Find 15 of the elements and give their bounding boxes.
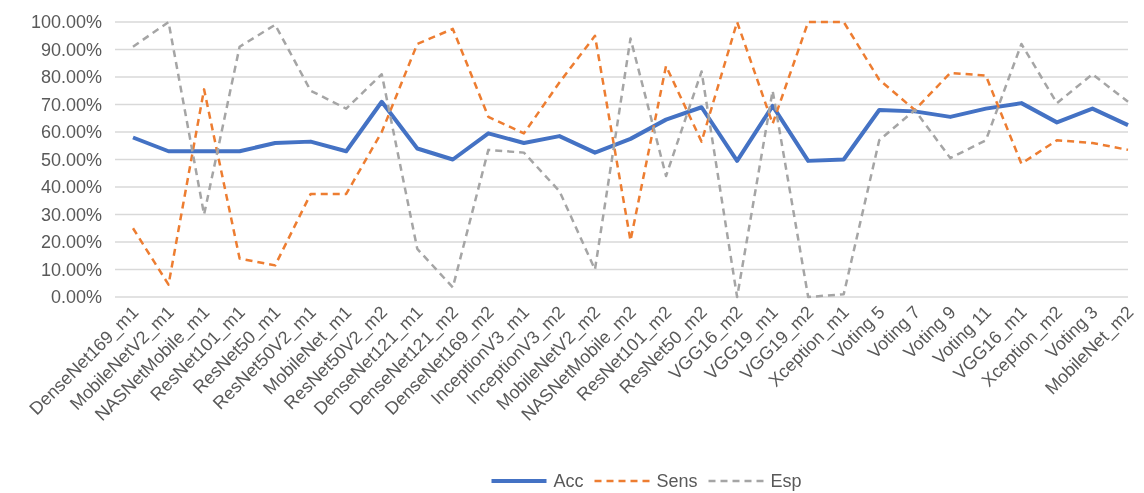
- y-tick-label: 10.00%: [40, 259, 102, 280]
- legend-label: Acc: [553, 471, 584, 492]
- legend-label: Esp: [770, 471, 802, 492]
- y-tick-label: 80.00%: [40, 67, 102, 88]
- y-tick-label: 60.00%: [40, 122, 102, 143]
- y-tick-label: 20.00%: [40, 232, 102, 253]
- y-tick-label: 90.00%: [40, 39, 102, 60]
- y-tick-label: 40.00%: [40, 177, 102, 198]
- y-tick-label: 0.00%: [50, 287, 102, 308]
- legend-label: Sens: [656, 471, 698, 492]
- y-tick-label: 50.00%: [40, 149, 102, 170]
- y-tick-label: 70.00%: [40, 94, 102, 115]
- y-tick-label: 30.00%: [40, 204, 102, 225]
- y-tick-label: 100.00%: [30, 12, 102, 33]
- line-series: [131, 99, 1130, 163]
